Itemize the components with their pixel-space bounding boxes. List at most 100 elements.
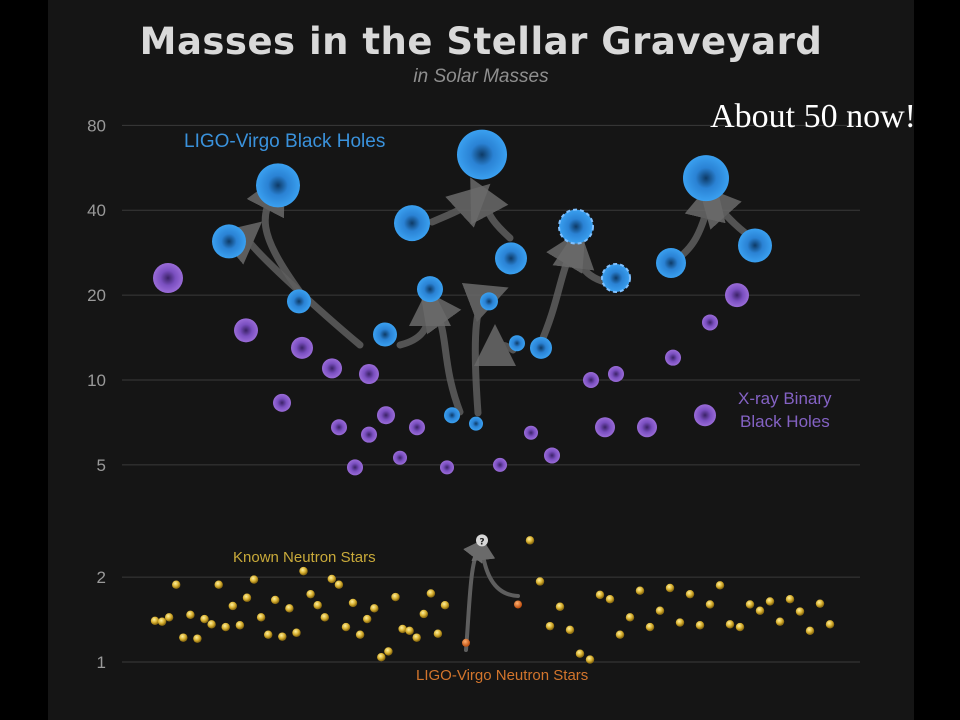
neutron-star-19 [278, 632, 287, 641]
merger-arrow-4 [396, 284, 451, 349]
merger-arrow-5 [461, 282, 509, 417]
neutron-star-25 [320, 613, 329, 622]
ligo-neutron-stars: ? [462, 534, 522, 647]
neutron-star-58 [675, 618, 685, 627]
neutron-star-71 [805, 626, 815, 636]
ligo-neutron-stars-label: LIGO-Virgo Neutron Stars [416, 667, 589, 684]
neutron-star-35 [391, 592, 400, 602]
neutron-star-53 [625, 613, 635, 622]
neutron-star-8 [200, 614, 209, 624]
neutron-star-42 [440, 601, 450, 610]
ligo-black-holes-label: LIGO-Virgo Black Holes [184, 131, 386, 152]
neutron-star-49 [585, 655, 595, 664]
ligo-black-hole-5 [417, 276, 443, 303]
ns-merger-arrow-2 [471, 536, 520, 598]
xray-black-hole-14 [493, 457, 507, 472]
neutron-star-6 [186, 610, 195, 620]
neutron-star-24 [313, 601, 322, 610]
ligo-neutron-star-1 [462, 638, 470, 647]
neutron-star-68 [775, 617, 785, 626]
merger-product-marker [476, 534, 488, 547]
xray-black-hole-9 [377, 406, 395, 425]
neutron-star-66 [755, 606, 765, 615]
neutron-star-37 [405, 626, 414, 636]
xray-black-hole-6 [331, 419, 347, 436]
ligo-black-hole-9 [601, 262, 631, 293]
xray-black-hole-10 [393, 450, 407, 465]
neutron-star-72 [815, 599, 825, 608]
y-tick-label-40: 40 [87, 201, 106, 220]
neutron-star-33 [377, 652, 386, 662]
xray-black-hole-2 [234, 318, 258, 343]
ligo-black-hole-13 [373, 322, 397, 347]
neutron-star-70 [795, 607, 805, 616]
neutron-star-65 [745, 600, 755, 609]
merger-arrow-2 [216, 221, 364, 349]
neutron-star-18 [271, 595, 280, 605]
neutron-star-21 [292, 628, 301, 637]
xray-black-hole-20 [637, 417, 657, 438]
xray-black-holes-label-line1: X-ray Binary [738, 389, 832, 408]
neutron-star-2 [157, 617, 167, 626]
xray-black-hole-24 [725, 283, 749, 308]
y-tick-label-5: 5 [97, 456, 106, 475]
chart-title: Masses in the Stellar Graveyard [139, 20, 823, 63]
neutron-star-38 [412, 633, 421, 642]
neutron-star-27 [334, 580, 344, 589]
chart-subtitle: in Solar Masses [413, 66, 549, 87]
neutron-star-10 [214, 580, 223, 589]
neutron-star-43 [525, 536, 535, 545]
xray-black-hole-13 [440, 460, 454, 475]
neutron-star-59 [685, 589, 695, 599]
neutron-star-4 [172, 580, 181, 589]
xray-black-hole-23 [702, 314, 718, 331]
xray-black-hole-5 [322, 358, 342, 379]
neutron-star-34 [384, 647, 393, 656]
neutron-star-44 [535, 577, 545, 586]
neutron-star-17 [264, 630, 273, 639]
y-axis-ticks: 1 2 5 10 20 40 80 [87, 116, 106, 672]
xray-black-hole-7 [361, 426, 377, 443]
neutron-star-51 [605, 594, 615, 604]
neutron-star-32 [370, 604, 379, 613]
neutron-star-67 [765, 597, 775, 606]
neutron-star-3 [164, 613, 174, 622]
neutron-star-36 [398, 624, 407, 634]
xray-black-hole-19 [608, 366, 624, 383]
neutron-star-63 [725, 620, 735, 629]
neutron-star-9 [207, 620, 216, 629]
neutron-star-60 [695, 621, 705, 630]
neutron-star-55 [645, 622, 655, 632]
neutron-star-1 [150, 616, 160, 625]
neutron-star-22 [299, 566, 308, 576]
xray-black-hole-22 [694, 404, 716, 427]
merger-arrow-8 [552, 226, 609, 286]
ligo-black-hole-8 [558, 208, 594, 245]
xray-black-hole-8 [359, 364, 379, 385]
neutron-star-28 [341, 622, 351, 632]
y-tick-label-2: 2 [97, 568, 106, 587]
overlay-note: About 50 now! [710, 98, 916, 135]
neutron-star-7 [193, 634, 202, 643]
xray-black-hole-3 [273, 393, 291, 412]
neutron-stars [150, 536, 835, 664]
xray-black-hole-1 [153, 262, 183, 293]
merger-arrow-3 [419, 287, 464, 416]
xray-black-holes-label-line2: Black Holes [740, 412, 830, 431]
neutron-star-40 [426, 589, 436, 598]
neutron-star-64 [735, 622, 745, 632]
ligo-black-hole-18 [530, 336, 552, 359]
ligo-black-hole-14 [444, 407, 460, 424]
ligo-black-holes [212, 129, 772, 431]
ligo-black-hole-15 [469, 416, 483, 431]
ns-merger-arrow-1 [463, 537, 488, 652]
neutron-star-61 [705, 600, 715, 609]
neutron-star-13 [235, 621, 245, 630]
ligo-black-hole-10 [656, 247, 686, 278]
neutron-star-52 [615, 630, 625, 639]
neutron-star-48 [575, 649, 585, 658]
neutron-star-14 [242, 593, 252, 602]
y-tick-label-10: 10 [87, 371, 106, 390]
